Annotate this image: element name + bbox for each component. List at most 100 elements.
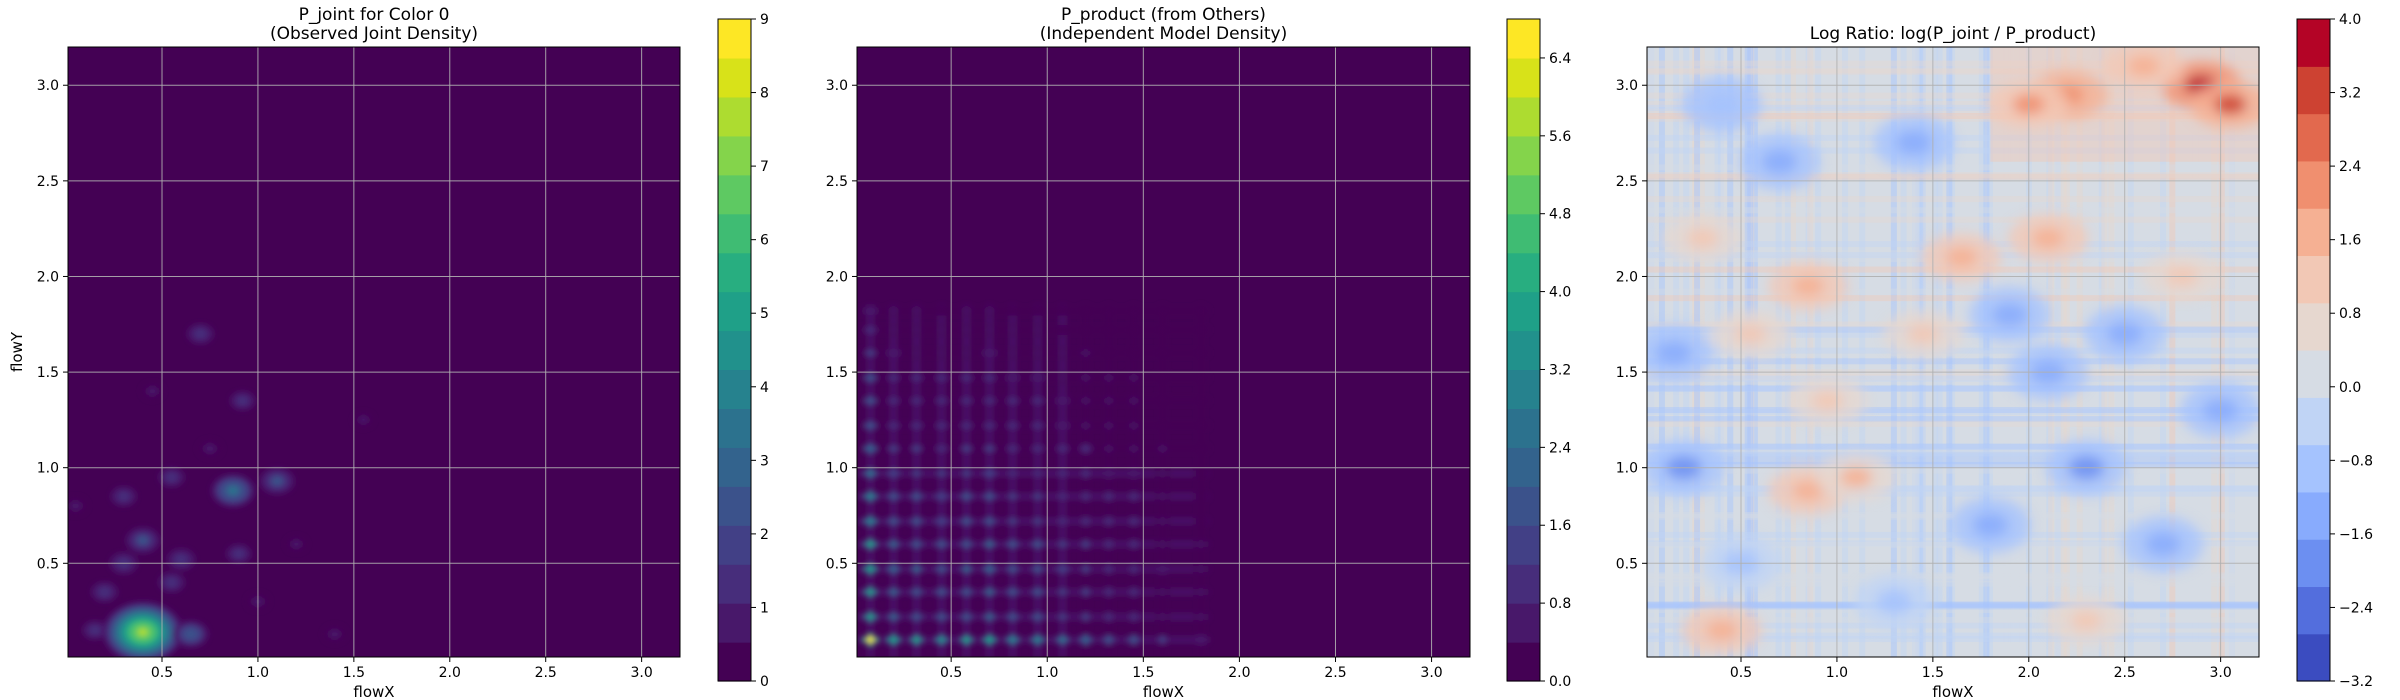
colorbar-swatch — [718, 603, 751, 643]
product-point-core — [1058, 327, 1067, 334]
product-point-core — [1033, 493, 1042, 500]
ratio-row-stripe — [1647, 164, 2259, 171]
product-point-core — [1008, 636, 1017, 643]
density-blob — [88, 625, 102, 635]
product-point-core — [889, 613, 898, 620]
product-point-core — [1081, 307, 1090, 314]
chart-panel-1: 0.5 1.0 1.5 2.0 2.5 3.0 0.5 1.0 1.5 2.0 2.5 3.0 flow… — [826, 5, 1572, 700]
ratio-row-stripe — [1647, 385, 2259, 392]
product-point-core — [1104, 493, 1113, 500]
ratio-row-stripe — [1647, 173, 2259, 180]
product-col-streak — [1034, 304, 1041, 657]
product-point-core — [1058, 541, 1067, 548]
x-axis-label: flowX — [1143, 683, 1184, 700]
product-col-streak — [1082, 304, 1089, 657]
product-point-core — [1104, 541, 1113, 548]
product-point-core — [985, 541, 994, 548]
product-point-core — [1158, 636, 1167, 643]
plot-area — [68, 47, 680, 657]
hot-spot-core — [1945, 247, 1978, 268]
x-tick-label: 2.0 — [2018, 665, 2040, 681]
product-point-core — [866, 470, 875, 477]
colorbar-swatch — [2297, 633, 2330, 682]
colorbar-swatch — [2297, 350, 2330, 398]
product-point-core — [1158, 518, 1167, 525]
ratio-col-stripe — [2076, 47, 2083, 657]
ratio-row-stripe — [1647, 378, 2259, 385]
product-point-core — [1158, 541, 1167, 548]
colorbar-tick-label: 0.0 — [2339, 380, 2361, 396]
ratio-row-stripe — [1647, 541, 2259, 548]
colorbar-swatch — [1507, 135, 1540, 176]
ratio-row-stripe — [1647, 420, 2259, 427]
product-point-core — [866, 374, 875, 381]
colorbar-tick-label: −2.4 — [2339, 600, 2373, 616]
product-point-core — [1129, 493, 1138, 500]
ratio-row-stripe — [1647, 490, 2259, 497]
product-point-core — [1104, 470, 1113, 477]
product-col-streak — [1009, 304, 1016, 657]
x-tick-label: 2.5 — [1324, 665, 1346, 681]
x-tick-label: 1.5 — [343, 665, 365, 681]
product-col-streak — [890, 304, 897, 657]
ratio-col-stripe — [1818, 47, 1825, 657]
ratio-row-stripe — [1647, 580, 2259, 587]
colorbar-swatch — [1507, 291, 1540, 332]
colorbar-swatch — [2297, 160, 2330, 209]
ratio-row-stripe — [1647, 617, 2259, 624]
product-point-core — [1104, 566, 1113, 573]
y-tick-label: 0.5 — [37, 556, 59, 572]
product-point-core — [985, 422, 994, 429]
product-point-core — [912, 613, 921, 620]
density-blob — [328, 629, 341, 639]
y-axis-label: flowY — [8, 331, 26, 372]
colorbar-swatch — [718, 57, 751, 98]
product-point-core — [962, 470, 971, 477]
y-tick-label: 3.0 — [37, 78, 59, 94]
ratio-row-stripe — [1647, 147, 2259, 154]
colorbar-swatch — [1507, 642, 1540, 682]
product-point-core — [1158, 422, 1167, 429]
y-tick-label: 2.5 — [1616, 174, 1638, 190]
product-point-core — [962, 541, 971, 548]
ratio-row-stripe — [1647, 407, 2259, 414]
product-point-core — [1033, 349, 1042, 356]
ratio-row-stripe — [1647, 385, 2259, 392]
density-blob — [137, 536, 149, 545]
product-point-core — [866, 349, 875, 356]
colorbar-swatch — [2297, 66, 2330, 115]
product-point-core — [1104, 518, 1113, 525]
product-point-core — [1196, 636, 1205, 643]
y-tick-label: 2.5 — [826, 174, 848, 190]
product-point-core — [962, 349, 971, 356]
ratio-row-stripe — [1647, 108, 2259, 115]
product-point-core — [866, 445, 875, 452]
density-blob — [271, 476, 283, 486]
product-point-core — [866, 541, 875, 548]
product-point-core — [1129, 349, 1138, 356]
product-point-core — [912, 349, 921, 356]
x-tick-label: 3.0 — [1420, 665, 1442, 681]
ratio-row-stripe — [1647, 447, 2259, 454]
product-point-core — [937, 613, 946, 620]
colorbar-tick-label: 3 — [760, 453, 769, 469]
colorbar-tick-label: 1.6 — [2339, 233, 2361, 249]
colorbar-swatch — [718, 174, 751, 215]
product-point-core — [1129, 374, 1138, 381]
colorbar-frame — [1506, 18, 1541, 682]
ratio-col-stripe — [1815, 47, 1822, 657]
colorbar-tick-label: 0.0 — [1549, 674, 1571, 690]
ratio-col-stripe — [1859, 47, 1866, 657]
product-point-core — [1081, 397, 1090, 404]
colorbar-swatch — [1507, 174, 1540, 215]
y-tick-label: 2.0 — [1616, 269, 1638, 285]
x-tick-label: 2.0 — [1228, 665, 1250, 681]
ratio-spots — [1647, 47, 2259, 655]
product-point-core — [1158, 374, 1167, 381]
product-point-core — [985, 397, 994, 404]
cold-spot-core — [1876, 589, 1913, 614]
product-point-core — [937, 636, 946, 643]
colorbar-swatch — [1507, 603, 1540, 643]
x-tick-label: 2.5 — [2114, 665, 2136, 681]
x-tick-label: 2.5 — [535, 665, 557, 681]
